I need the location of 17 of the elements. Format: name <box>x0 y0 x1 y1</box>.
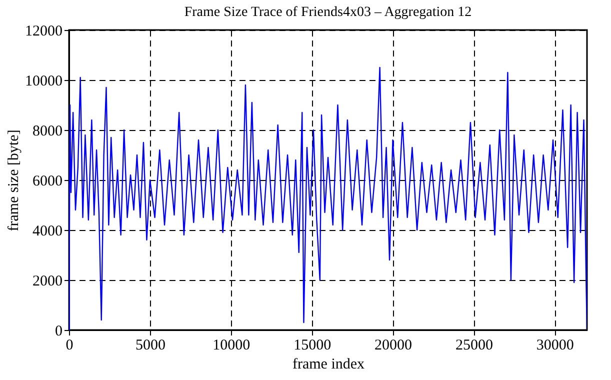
x-tick-label: 30000 <box>536 338 574 354</box>
x-tick-label: 5000 <box>135 338 166 354</box>
y-tick-label: 6000 <box>32 174 62 190</box>
y-tick-label: 8000 <box>32 124 62 140</box>
x-axis-title: frame index <box>292 356 366 372</box>
y-tick-label: 0 <box>55 324 62 340</box>
y-tick-label: 4000 <box>32 224 62 240</box>
y-tick-label: 10000 <box>25 74 62 90</box>
y-tick-label: 12000 <box>25 24 62 40</box>
x-tick-label: 15000 <box>294 338 332 354</box>
x-tick-label: 10000 <box>212 338 250 354</box>
y-tick-label: 2000 <box>32 274 62 290</box>
x-tick-label: 0 <box>66 338 74 354</box>
chart-title: Frame Size Trace of Friends4x03 – Aggregation 12 <box>184 5 472 20</box>
x-tick-label: 25000 <box>455 338 493 354</box>
y-axis-title: frame size [byte] <box>6 130 22 232</box>
x-tick-label: 20000 <box>374 338 412 354</box>
